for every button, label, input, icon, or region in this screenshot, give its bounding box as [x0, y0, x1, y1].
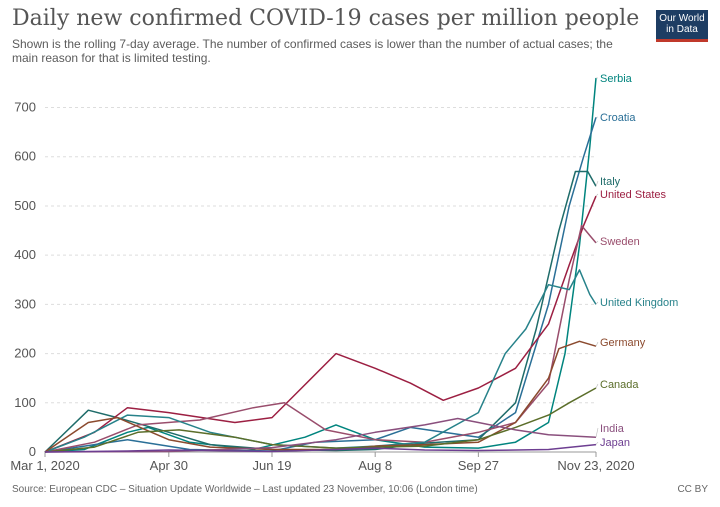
series-label: India [600, 423, 625, 435]
series-line-united-kingdom [44, 269, 597, 453]
series-label: Serbia [600, 73, 633, 85]
label-connector [595, 193, 599, 197]
y-tick-label: 300 [14, 296, 36, 311]
y-axis-ticks: 0 100 200 300 400 500 600 700 [14, 100, 36, 459]
x-tick-label: Mar 1, 2020 [10, 458, 79, 473]
label-connector [595, 383, 599, 389]
y-tick-label: 0 [29, 444, 36, 459]
label-connector [595, 180, 599, 187]
series-line-serbia [44, 77, 597, 453]
x-axis-ticks: Mar 1, 2020 Apr 30 Jun 19 Aug 8 Sep 27 Nov 23… [10, 452, 635, 473]
series-line-canada [44, 387, 597, 453]
y-tick-label: 400 [14, 247, 36, 262]
label-connector [595, 301, 599, 305]
series-label: United Kingdom [600, 297, 678, 309]
series-line-italy [44, 170, 597, 453]
x-tick-label: Apr 30 [150, 458, 188, 473]
y-tick-label: 200 [14, 346, 36, 361]
series-label: Croatia [600, 112, 636, 124]
series-line-united-states [44, 195, 597, 453]
chart-subtitle: Shown is the rolling 7-day average. The … [12, 37, 613, 65]
source-note: Source: European CDC – Situation Update … [12, 484, 478, 495]
series-label: Germany [600, 337, 646, 349]
y-tick-label: 500 [14, 198, 36, 213]
x-tick-label: Sep 27 [458, 458, 499, 473]
series-label: United States [600, 189, 667, 201]
series-line-germany [44, 340, 597, 453]
series-label: Italy [600, 176, 621, 188]
series-line-croatia [44, 117, 597, 453]
y-tick-label: 600 [14, 149, 36, 164]
series-label: Sweden [600, 236, 640, 248]
series-lines [44, 77, 597, 453]
y-tick-label: 700 [14, 100, 36, 115]
series-line-india [44, 417, 597, 453]
grid-lines [45, 107, 596, 453]
label-connector [595, 341, 599, 347]
chart-title: Daily new confirmed COVID-19 cases per m… [12, 6, 640, 31]
label-connector [595, 427, 599, 438]
x-tick-label: Aug 8 [358, 458, 392, 473]
license-link[interactable]: CC BY [677, 484, 708, 495]
owid-logo[interactable]: Our World in Data [656, 10, 708, 42]
x-tick-label: Nov 23, 2020 [557, 458, 634, 473]
series-label: Canada [600, 379, 639, 391]
label-connector [595, 240, 599, 244]
logo-line-1: Our World [659, 13, 705, 24]
series-line-japan [44, 443, 597, 453]
x-tick-label: Jun 19 [252, 458, 291, 473]
label-connector [595, 441, 599, 445]
logo-line-2: in Data [666, 24, 698, 35]
series-line-sweden [44, 224, 597, 453]
y-tick-label: 100 [14, 395, 36, 410]
series-label: Japan [600, 437, 630, 449]
